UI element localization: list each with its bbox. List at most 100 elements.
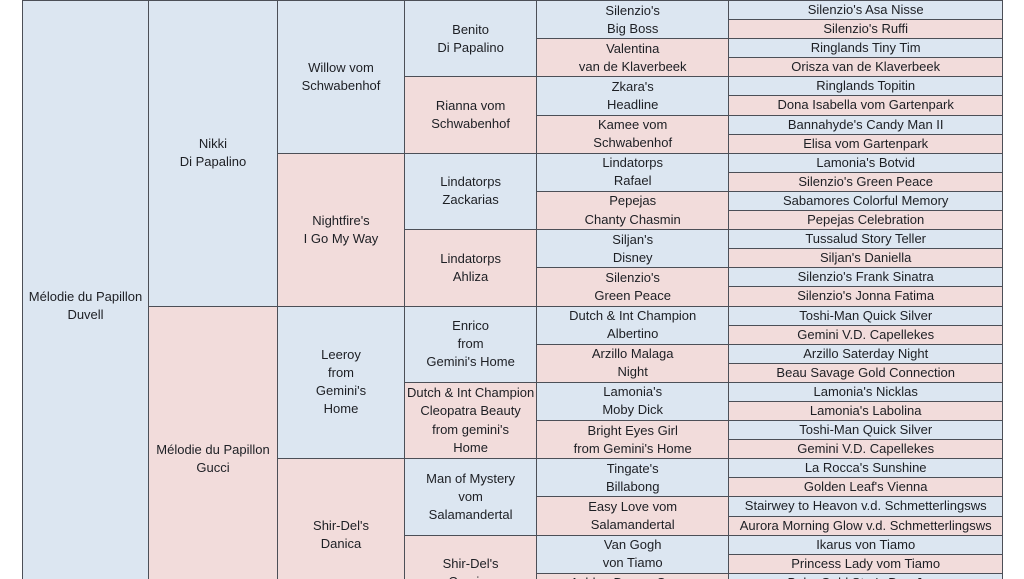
pedigree-cell-g5-5[interactable]: Lindatorps Rafael bbox=[536, 152, 730, 192]
dog-name-line: Duvell bbox=[67, 307, 104, 322]
pedigree-cell-g6-2[interactable]: Silenzio's Ruffi bbox=[728, 19, 1004, 40]
dog-name-line: Ringlands Tiny Tim bbox=[810, 40, 921, 56]
pedigree-cell-g5-15[interactable]: Van Gogh von Tiamo bbox=[536, 534, 730, 574]
pedigree-cell-g5-12[interactable]: Bright Eyes Girl from Gemini's Home bbox=[536, 420, 730, 460]
pedigree-cell-g5-7[interactable]: Siljan's Disney bbox=[536, 229, 730, 269]
pedigree-cell-g3-4[interactable]: Shir-Del's Danica bbox=[277, 458, 405, 579]
pedigree-cell-g5-14[interactable]: Easy Love vom Salamandertal bbox=[536, 496, 730, 536]
pedigree-cell-g4-5[interactable]: Enrico from Gemini's Home bbox=[403, 305, 538, 383]
pedigree-cell-g6-10[interactable]: Silenzio's Green Peace bbox=[728, 171, 1004, 192]
pedigree-cell-g6-31[interactable]: Baby Gold Star's Don Juan bbox=[728, 572, 1004, 579]
pedigree-cell-g5-8[interactable]: Silenzio's Green Peace bbox=[536, 267, 730, 307]
pedigree-cell-g6-17[interactable]: Toshi-Man Quick Silver bbox=[728, 305, 1004, 326]
pedigree-cell-g6-9[interactable]: Lamonia's Botvid bbox=[728, 152, 1004, 173]
pedigree-cell-g6-23[interactable]: Toshi-Man Quick Silver bbox=[728, 420, 1004, 441]
pedigree-cell-g6-20[interactable]: Beau Savage Gold Connection bbox=[728, 362, 1004, 383]
pedigree-cell-g4-4[interactable]: Lindatorps Ahliza bbox=[403, 229, 538, 307]
pedigree-cell-g5-2[interactable]: Valentina van de Klaverbeek bbox=[536, 38, 730, 78]
pedigree-cell-g4-6[interactable]: Dutch & Int Champion Cleopatra Beauty from… bbox=[403, 381, 538, 460]
dog-name-line: Pepejas Celebration bbox=[807, 212, 925, 228]
pedigree-cell-g6-12[interactable]: Pepejas Celebration bbox=[728, 210, 1004, 231]
pedigree-row-26: Golden Leaf's Vienna bbox=[23, 477, 1004, 498]
pedigree-cell-g2-1[interactable]: Nikki Di Papalino bbox=[148, 0, 278, 307]
pedigree-cell-g2-2[interactable]: Mélodie du Papillon Gucci bbox=[148, 305, 278, 579]
dog-name-line: Green Peace bbox=[594, 287, 671, 303]
dog-name-line: Night bbox=[617, 364, 648, 380]
pedigree-cell-g4-3[interactable]: Lindatorps Zackarias bbox=[403, 152, 538, 231]
pedigree-row-19: Arzillo Malaga Night Arzillo Saterday Nigh… bbox=[23, 343, 1004, 383]
pedigree-cell-g3-2[interactable]: Nightfire's I Go My Way bbox=[277, 152, 405, 307]
pedigree-row-10: Silenzio's Green Peace bbox=[23, 171, 1004, 192]
dog-name-line: Ahliza bbox=[452, 268, 489, 284]
pedigree-cell-g4-2[interactable]: Rianna vom Schwabenhof bbox=[403, 76, 538, 154]
dog-name-line: Ikarus von Tiamo bbox=[816, 536, 916, 552]
pedigree-cell-g5-10[interactable]: Arzillo Malaga Night bbox=[536, 343, 730, 383]
pedigree-cell-g6-27[interactable]: Stairwey to Heavon v.d. Schmetterlingsws bbox=[728, 496, 1004, 517]
pedigree-row-1: Mélodie du Papillon Duvell Nikki Di Papalin… bbox=[22, 0, 1004, 579]
pedigree-cell-g6-30[interactable]: Princess Lady vom Tiamo bbox=[728, 553, 1004, 574]
pedigree-row-15: Silenzio's Green Peace Silenzio's Frank Si… bbox=[23, 267, 1004, 307]
pedigree-cell-g6-7[interactable]: Bannahyde's Candy Man II bbox=[728, 114, 1004, 135]
pedigree-cell-g4-1[interactable]: Benito Di Papalino bbox=[403, 0, 538, 78]
dog-name-line: Big Boss bbox=[607, 20, 659, 36]
pedigree-cell-g5-3[interactable]: Zkara's Headline bbox=[536, 76, 730, 116]
pedigree-cell-g6-5[interactable]: Ringlands Topitin bbox=[728, 76, 1004, 97]
pedigree-row-6: Dona Isabella vom Gartenpark bbox=[23, 95, 1004, 116]
pedigree-cell-g5-1[interactable]: Silenzio's Big Boss bbox=[536, 0, 730, 40]
pedigree-cell-g3-1[interactable]: Willow vom Schwabenhof bbox=[277, 0, 405, 154]
dog-name-line: Valentina bbox=[606, 40, 660, 56]
pedigree-cell-g6-15[interactable]: Silenzio's Frank Sinatra bbox=[728, 267, 1004, 288]
dog-name-line: Golden Leaf's Vienna bbox=[803, 479, 928, 495]
dog-name-line: Schwabenhof bbox=[431, 116, 510, 132]
pedigree-cell-g5-4[interactable]: Kamee vom Schwabenhof bbox=[536, 114, 730, 154]
pedigree-cell-g6-1[interactable]: Silenzio's Asa Nisse bbox=[728, 0, 1004, 21]
dog-name-line: Rianna vom bbox=[435, 97, 506, 113]
pedigree-cell-g5-11[interactable]: Lamonia's Moby Dick bbox=[536, 381, 730, 422]
pedigree-cell-g3-3[interactable]: Leeroy from Gemini's Home bbox=[277, 305, 405, 460]
dog-name-line: Headline bbox=[607, 96, 659, 112]
pedigree-cell-g5-16[interactable]: Ashlee Dream Queenvom Cavalierchen bbox=[536, 572, 730, 579]
dog-name-line: Elisa vom Gartenpark bbox=[803, 135, 929, 151]
dog-name-line: Pepejas bbox=[609, 193, 657, 209]
pedigree-cell-g6-8[interactable]: Elisa vom Gartenpark bbox=[728, 133, 1004, 154]
pedigree-row-17: Mélodie du Papillon Gucci Leeroy from Gemini… bbox=[23, 305, 1004, 579]
dog-name-line: Arzillo Malaga bbox=[591, 346, 674, 362]
pedigree-cell-g4-7[interactable]: Man of Mystery vom Salamandertal bbox=[403, 458, 538, 536]
dog-name-line: Gemini V.D. Capellekes bbox=[797, 441, 935, 457]
pedigree-cell-g5-9[interactable]: Dutch & Int Champion Albertino bbox=[536, 305, 730, 345]
dog-name-line: Lindatorps bbox=[602, 155, 664, 171]
pedigree-row-29: Shir-Del'sCaprica Van Gogh von Tiamo Ikarus… bbox=[23, 534, 1004, 579]
dog-name-line: Ringlands Topitin bbox=[816, 78, 916, 94]
dog-name-line: Schwabenhof bbox=[301, 77, 381, 93]
pedigree-cell-g6-28[interactable]: Aurora Morning Glow v.d. Schmetterlingsw… bbox=[728, 515, 1004, 536]
pedigree-cell-g6-11[interactable]: Sabamores Colorful Memory bbox=[728, 190, 1004, 212]
pedigree-body: Mélodie du Papillon Duvell Nikki Di Papalin… bbox=[22, 0, 1004, 579]
pedigree-cell-g6-19[interactable]: Arzillo Saterday Night bbox=[728, 343, 1004, 364]
pedigree-cell-g6-3[interactable]: Ringlands Tiny Tim bbox=[728, 38, 1004, 59]
dog-name-line: Rafael bbox=[613, 173, 652, 189]
pedigree-cell-g6-18[interactable]: Gemini V.D. Capellekes bbox=[728, 324, 1004, 345]
pedigree-cell-g6-21[interactable]: Lamonia's Nicklas bbox=[728, 381, 1004, 402]
pedigree-cell-g5-6[interactable]: Pepejas Chanty Chasmin bbox=[536, 190, 730, 231]
dog-name-line: Lindatorps bbox=[440, 174, 501, 190]
pedigree-cell-g6-16[interactable]: Silenzio's Jonna Fatima bbox=[728, 286, 1004, 307]
pedigree-cell-g6-22[interactable]: Lamonia's Labolina bbox=[728, 400, 1004, 422]
pedigree-cell-g5-13[interactable]: Tingate's Billabong bbox=[536, 458, 730, 498]
dog-name-line: Shir-Del's bbox=[442, 556, 499, 572]
pedigree-cell-g6-13[interactable]: Tussalud Story Teller bbox=[728, 229, 1004, 250]
dog-name-line: Cleopatra Beauty bbox=[420, 403, 521, 419]
pedigree-cell-g1-1[interactable]: Mélodie du Papillon Duvell bbox=[22, 0, 149, 579]
pedigree-cell-g6-25[interactable]: La Rocca's Sunshine bbox=[728, 458, 1004, 479]
pedigree-row-12: Pepejas Celebration bbox=[23, 210, 1004, 231]
pedigree-cell-g4-8[interactable]: Shir-Del'sCaprica bbox=[403, 534, 538, 579]
dog-name-line: Home bbox=[323, 401, 359, 417]
pedigree-cell-g6-6[interactable]: Dona Isabella vom Gartenpark bbox=[728, 95, 1004, 116]
pedigree-cell-g6-14[interactable]: Siljan's Daniella bbox=[728, 248, 1004, 269]
pedigree-cell-g6-4[interactable]: Orisza van de Klaverbeek bbox=[728, 57, 1004, 78]
pedigree-cell-g6-24[interactable]: Gemini V.D. Capellekes bbox=[728, 439, 1004, 460]
pedigree-cell-g6-26[interactable]: Golden Leaf's Vienna bbox=[728, 477, 1004, 498]
dog-name-line: Danica bbox=[320, 536, 362, 552]
dog-name-line: Di Papalino bbox=[179, 154, 247, 170]
pedigree-cell-g6-29[interactable]: Ikarus von Tiamo bbox=[728, 534, 1004, 555]
pedigree-row-11: Pepejas Chanty Chasmin Sabamores Colorful … bbox=[23, 190, 1004, 231]
